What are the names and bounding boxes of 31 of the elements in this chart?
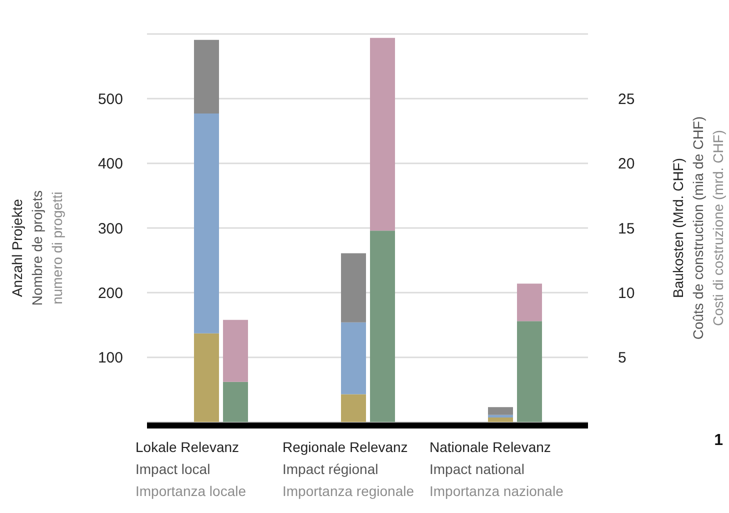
y2-axis-title: Baukosten (Mrd. CHF) Coûts de construction (mia de CHF) Costi di costruzione (mrd. CHF): [670, 116, 726, 340]
bar: [341, 322, 366, 394]
bar: [517, 321, 542, 422]
bar: [223, 320, 248, 382]
bar: [341, 253, 366, 322]
y2-tick-label: 5: [618, 350, 626, 367]
x-tick-label: Regionale Relevanz Impact régional Importanza regionale: [282, 439, 414, 499]
text: 1: [714, 432, 723, 450]
x-tick-label: Nationale Relevanz Impact national Importanza nazionale: [430, 439, 564, 499]
bar: [370, 38, 395, 231]
bar: [223, 382, 248, 422]
bar: [194, 40, 219, 114]
bar: [517, 284, 542, 322]
y2-tick-label: 20: [618, 156, 635, 173]
y-tick-label: 400: [98, 156, 123, 173]
bar: [488, 414, 513, 418]
y2-tick-label: 15: [618, 220, 635, 238]
y-tick-label: 200: [98, 284, 123, 302]
bar: [370, 230, 395, 422]
y-tick-label: 500: [98, 90, 123, 108]
bar: [488, 417, 513, 422]
y-tick-label: 300: [98, 220, 123, 238]
bar: [341, 394, 366, 422]
bar: [194, 114, 219, 334]
bar: [194, 333, 219, 422]
y-tick-label: 100: [98, 350, 123, 367]
y2-tick-label: 10: [618, 284, 635, 302]
y2-tick-label: 25: [618, 90, 635, 108]
x-tick-label: Lokale Relevanz Impact local Importanza locale: [136, 439, 246, 499]
bar: [488, 407, 513, 415]
y-axis-title: Anzahl Projekte Nombre de projets numero di progetti: [9, 190, 65, 306]
